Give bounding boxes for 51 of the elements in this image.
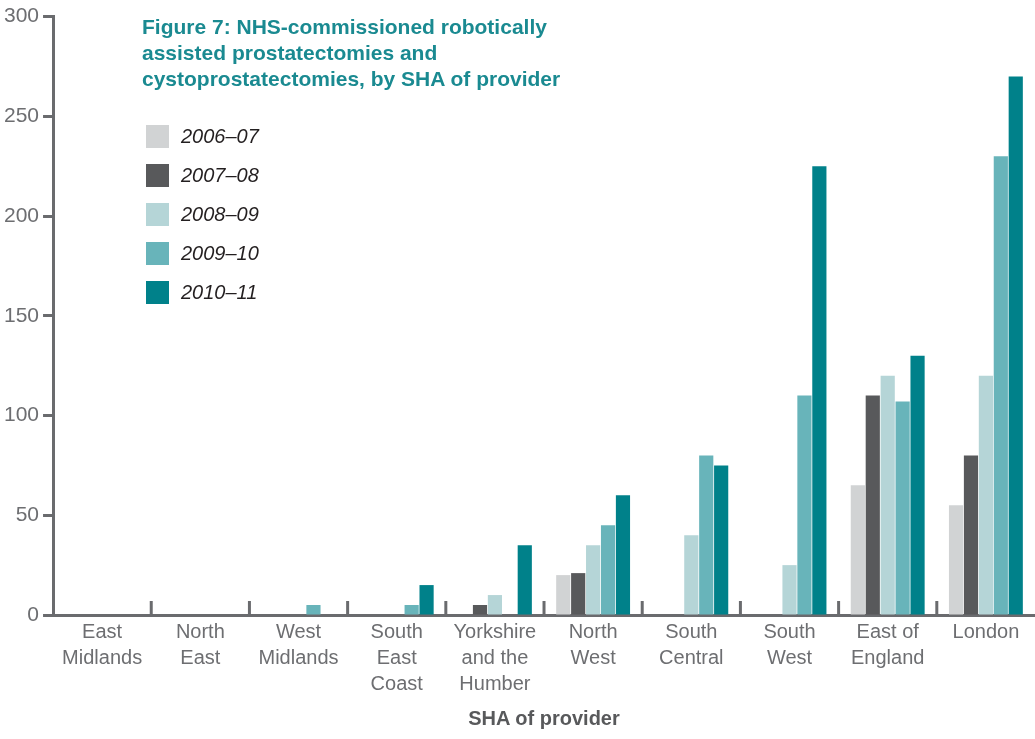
bar <box>910 355 925 615</box>
bar <box>993 156 1008 615</box>
bar <box>963 455 979 615</box>
bar <box>306 605 321 615</box>
legend-label: 2006–07 <box>181 125 259 148</box>
bar <box>782 565 797 615</box>
bar <box>880 375 895 615</box>
bar <box>699 455 714 615</box>
bar <box>850 485 865 615</box>
y-tick-label: 150 <box>3 302 40 326</box>
bar <box>487 595 503 615</box>
bar <box>978 375 993 615</box>
bar <box>812 166 827 615</box>
bar <box>684 535 699 615</box>
y-tick-label: 50 <box>15 502 40 526</box>
x-tick-label: London <box>952 619 1020 642</box>
bar <box>895 401 910 615</box>
bar <box>714 465 729 615</box>
bar <box>600 525 616 615</box>
x-tick-label: West Midlands <box>258 619 339 668</box>
y-tick-label: 250 <box>3 103 40 127</box>
bar <box>797 395 812 615</box>
x-tick-label: Yorkshire and the Humber <box>453 619 537 694</box>
bar <box>865 395 880 615</box>
legend-label: 2007–08 <box>181 164 259 187</box>
bar <box>571 573 586 615</box>
bar <box>1008 76 1023 615</box>
x-tick-label: South Central <box>659 619 724 668</box>
bar <box>948 505 964 615</box>
bar <box>404 605 419 615</box>
bar <box>615 495 631 615</box>
x-tick-label: East Midlands <box>62 619 143 668</box>
legend-label: 2009–10 <box>181 242 259 265</box>
legend-label: 2010–11 <box>181 281 258 304</box>
text: Figure 7: NHS-commissioned robotically assisted prostatectomies and cystoprostatectomies, by SHA of provider <box>142 14 562 92</box>
bar <box>419 585 434 615</box>
y-tick-label: 200 <box>3 202 40 226</box>
x-tick-label: South West <box>763 619 816 668</box>
bar <box>472 605 488 615</box>
x-tick-label: North East <box>175 619 225 668</box>
x-tick-label: North West <box>568 619 618 668</box>
x-tick-label: East of England <box>851 619 925 668</box>
bar <box>556 575 571 615</box>
bar <box>586 545 601 615</box>
y-tick-label: 100 <box>3 402 40 426</box>
y-tick-label: 300 <box>3 3 40 27</box>
legend-label: 2008–09 <box>181 203 259 226</box>
x-tick-label: South East Coast <box>370 619 424 694</box>
x-axis-title: SHA of provider <box>468 706 620 729</box>
y-tick-label: 0 <box>27 601 40 625</box>
bar <box>517 545 532 615</box>
